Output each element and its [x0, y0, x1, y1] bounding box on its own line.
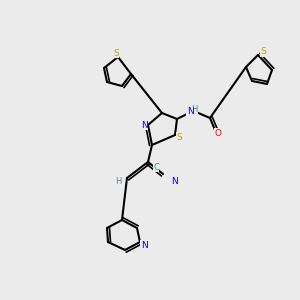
Text: H: H [191, 104, 197, 113]
Text: N: N [187, 107, 194, 116]
Text: N: N [141, 121, 147, 130]
Text: S: S [260, 47, 266, 56]
Text: S: S [113, 49, 119, 58]
Text: N: N [141, 241, 147, 250]
Text: H: H [115, 178, 121, 187]
Text: N: N [172, 178, 178, 187]
Text: O: O [214, 128, 221, 137]
Text: C: C [153, 163, 159, 172]
Text: S: S [176, 133, 182, 142]
